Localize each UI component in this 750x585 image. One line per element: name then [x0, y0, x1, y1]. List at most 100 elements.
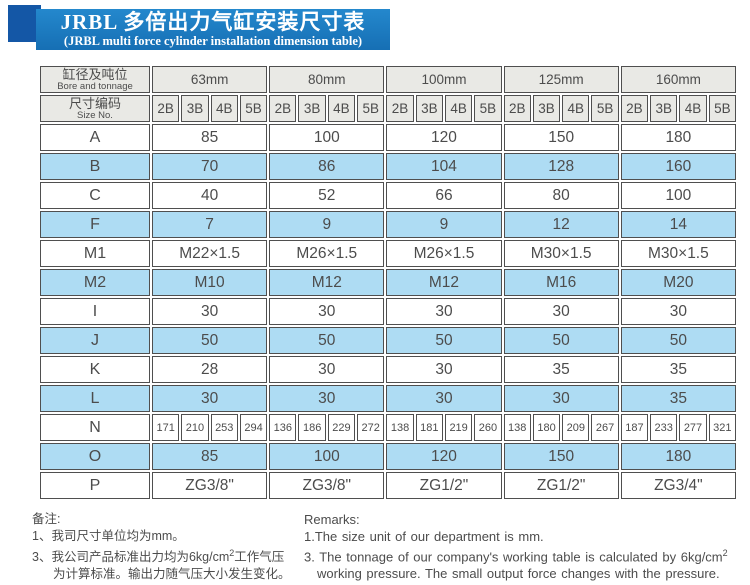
row-label: O [40, 443, 150, 470]
n-value-cell: 260 [474, 414, 502, 441]
page-title: JRBL 多倍出力气缸安装尺寸表 [60, 10, 366, 34]
value-cell: 104 [386, 153, 502, 180]
value-cell: M30×1.5 [503, 240, 619, 267]
row-label: K [40, 356, 150, 383]
value-cell: 50 [503, 327, 619, 354]
value-cell: 50 [152, 327, 268, 354]
row-label: N [40, 414, 150, 441]
notes-cn-line1: 1、我司尺寸单位均为mm。 [32, 529, 185, 543]
size-code-header: 2B [269, 95, 297, 122]
value-cell: 80 [503, 182, 619, 209]
table-header: 缸径及吨位 Bore and tonnage 63mm 80mm 100mm 125mm 1… [40, 66, 736, 122]
value-cell: 150 [503, 443, 619, 470]
value-cell: M12 [386, 269, 502, 296]
value-cell: ZG3/4" [620, 472, 736, 499]
value-cell: 128 [503, 153, 619, 180]
size-code-header: 5B [708, 95, 736, 122]
table-row: J 50 50 50 50 50 [40, 327, 736, 354]
row-label: I [40, 298, 150, 325]
notes-en-line3: working pressure. The small output force… [317, 566, 720, 582]
value-cell: ZG1/2" [386, 472, 502, 499]
bore-header: 63mm [152, 66, 268, 93]
value-cell: 30 [152, 298, 268, 325]
n-value-cell: 219 [444, 414, 473, 441]
size-code-header: 2B [620, 95, 649, 122]
table-row: K 28 30 30 35 35 [40, 356, 736, 383]
size-code-header: 3B [650, 95, 678, 122]
table-row: C 40 52 66 80 100 [40, 182, 736, 209]
notes-cn-line2-tail: 工作气压 [234, 550, 285, 565]
row-label: C [40, 182, 150, 209]
n-value-cell: 210 [181, 414, 209, 441]
row-label: M2 [40, 269, 150, 296]
row-label: A [40, 124, 150, 151]
value-cell: 12 [503, 211, 619, 238]
size-code-header: 2B [503, 95, 531, 122]
dimension-table: 缸径及吨位 Bore and tonnage 63mm 80mm 100mm 125mm 1… [38, 64, 738, 501]
row-label: J [40, 327, 150, 354]
value-cell: 35 [503, 356, 619, 383]
notes-en-superscript: 2 [722, 548, 728, 558]
notes-cn-line3: 为计算标准。输出力随气压大小发生变化。 [53, 567, 291, 582]
value-cell: M22×1.5 [152, 240, 268, 267]
size-no-cn-label: 尺寸编码 [68, 95, 121, 111]
value-cell: 50 [269, 327, 385, 354]
size-code-header: 4B [327, 95, 356, 122]
n-value-cell: 253 [210, 414, 238, 441]
banner-ribbon-square [8, 5, 41, 42]
value-cell: 100 [269, 124, 385, 151]
value-cell: M26×1.5 [386, 240, 502, 267]
value-cell: 120 [386, 124, 502, 151]
row-label: F [40, 211, 150, 238]
value-cell: ZG3/8" [269, 472, 385, 499]
n-value-cell: 267 [591, 414, 619, 441]
n-value-cell: 171 [152, 414, 180, 441]
size-code-header: 4B [562, 95, 590, 122]
value-cell: M10 [152, 269, 268, 296]
bore-header: 160mm [620, 66, 736, 93]
size-code-header: 3B [532, 95, 561, 122]
size-code-header: 4B [679, 95, 707, 122]
bore-header: 80mm [269, 66, 385, 93]
table-row: 缸径及吨位 Bore and tonnage 63mm 80mm 100mm 125mm 1… [40, 66, 736, 93]
table-row: B 70 86 104 128 160 [40, 153, 736, 180]
table-row: 尺寸编码 Size No. 2B 3B 4B 5B 2B 3B 4B 5B 2B 3B 4B 5B 2B 3B… [40, 95, 736, 122]
value-cell: 30 [386, 298, 502, 325]
value-cell: 30 [269, 298, 385, 325]
size-code-header: 2B [386, 95, 414, 122]
bore-header: 100mm [386, 66, 502, 93]
row-label: B [40, 153, 150, 180]
bore-header: 125mm [503, 66, 619, 93]
value-cell: M16 [503, 269, 619, 296]
size-code-header: 3B [181, 95, 209, 122]
value-cell: M30×1.5 [620, 240, 736, 267]
value-cell: 35 [620, 356, 736, 383]
table-row: M2 M10 M12 M12 M16 M20 [40, 269, 736, 296]
notes-cn-line2: 3、我公司产品标准出力均为6kg/cm2工作气压 [32, 545, 302, 566]
size-code-header: 5B [591, 95, 619, 122]
notes-chinese: 备注: 1、我司尺寸单位均为mm。 3、我公司产品标准出力均为6kg/cm2工作… [32, 511, 302, 583]
value-cell: ZG1/2" [503, 472, 619, 499]
table-row: I 30 30 30 30 30 [40, 298, 736, 325]
value-cell: 14 [620, 211, 736, 238]
n-value-cell: 181 [415, 414, 443, 441]
value-cell: 9 [269, 211, 385, 238]
value-cell: 30 [503, 385, 619, 412]
n-value-cell: 138 [503, 414, 531, 441]
page-subtitle: (JRBL multi force cylinder installation … [63, 34, 363, 48]
size-code-header: 3B [415, 95, 443, 122]
corner-cn-label: 缸径及吨位 [62, 66, 128, 82]
n-value-cell: 186 [298, 414, 326, 441]
corner-en-label: Bore and tonnage [57, 80, 133, 92]
value-cell: 66 [386, 182, 502, 209]
value-cell: 85 [152, 443, 268, 470]
corner-size-no: 尺寸编码 Size No. [40, 95, 150, 122]
value-cell: 70 [152, 153, 268, 180]
notes-en-line1: 1.The size unit of our department is mm. [304, 529, 544, 544]
value-cell: 85 [152, 124, 268, 151]
n-value-cell: 180 [532, 414, 561, 441]
table-body: A 85 100 120 150 180 B 70 86 104 128 160 C 40 52 66 80 10… [40, 124, 736, 499]
row-label: P [40, 472, 150, 499]
size-code-header: 5B [474, 95, 502, 122]
notes-en-title: Remarks: [304, 512, 360, 527]
